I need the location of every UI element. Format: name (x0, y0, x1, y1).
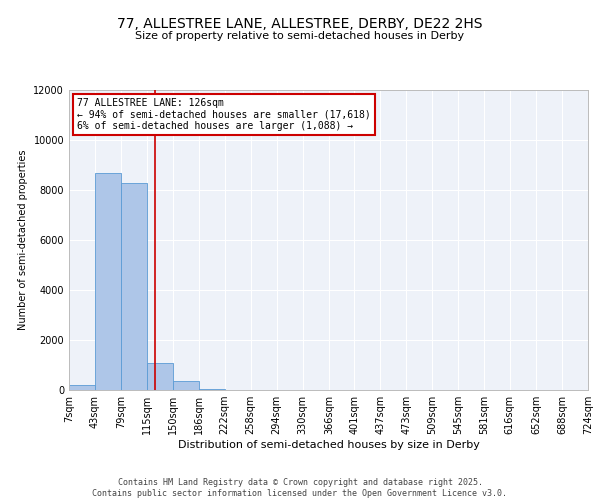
Text: Contains HM Land Registry data © Crown copyright and database right 2025.
Contai: Contains HM Land Registry data © Crown c… (92, 478, 508, 498)
Bar (199, 389, 224, 390)
Text: 77 ALLESTREE LANE: 126sqm
← 94% of semi-detached houses are smaller (17,618)
6% : 77 ALLESTREE LANE: 126sqm ← 94% of semi-… (77, 98, 371, 130)
Bar (121, 182, 147, 390)
Bar (173, 381, 199, 390)
X-axis label: Distribution of semi-detached houses by size in Derby: Distribution of semi-detached houses by … (178, 440, 479, 450)
Y-axis label: Number of semi-detached properties: Number of semi-detached properties (18, 150, 28, 330)
Bar (69, 385, 95, 390)
Bar (95, 172, 121, 390)
Text: 77, ALLESTREE LANE, ALLESTREE, DERBY, DE22 2HS: 77, ALLESTREE LANE, ALLESTREE, DERBY, DE… (117, 18, 483, 32)
Text: Size of property relative to semi-detached houses in Derby: Size of property relative to semi-detach… (136, 31, 464, 41)
Bar (147, 362, 173, 390)
